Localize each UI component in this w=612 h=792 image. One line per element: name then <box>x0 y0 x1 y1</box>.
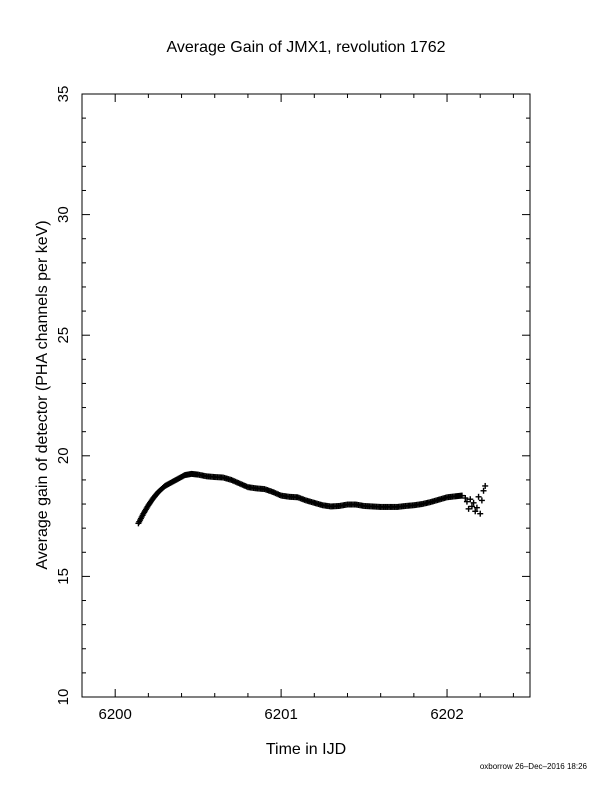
x-ticks: 6200 6201 6202 <box>98 706 463 723</box>
data-point <box>480 487 487 494</box>
data-point <box>153 490 160 497</box>
data-point <box>139 512 146 519</box>
y-tick-label: 20 <box>55 447 72 464</box>
data-point <box>226 476 233 483</box>
data-point <box>470 499 477 506</box>
data-point <box>482 482 489 489</box>
x-axis-label: Time in IJD <box>266 741 346 758</box>
data-point <box>468 503 475 510</box>
data-point <box>475 493 482 500</box>
footer-stamp: oxborrow 26–Dec–2016 18:26 <box>480 762 588 771</box>
data-point <box>434 497 441 504</box>
data-point <box>235 479 242 486</box>
x-tick-label: 6201 <box>264 706 297 723</box>
data-point <box>465 505 472 512</box>
data-point <box>467 496 474 503</box>
data-point <box>268 488 275 495</box>
y-tick-label: 35 <box>55 86 72 103</box>
data-point <box>472 508 479 515</box>
minor-ticks <box>81 93 530 698</box>
y-tick-label: 30 <box>55 206 72 223</box>
plot-frame <box>81 93 531 698</box>
data-point <box>148 497 155 504</box>
y-tick-label: 25 <box>55 327 72 344</box>
y-axis-label: Average gain of detector (PHA channels p… <box>34 220 51 569</box>
data-point <box>426 499 433 506</box>
data-points <box>135 470 489 527</box>
data-point <box>462 495 469 502</box>
y-ticks: 10 15 20 25 30 35 <box>55 86 72 706</box>
y-tick-label: 10 <box>55 689 72 706</box>
data-point <box>301 496 308 503</box>
data-point <box>473 504 480 511</box>
data-point <box>159 484 166 491</box>
y-tick-label: 15 <box>55 568 72 585</box>
data-point <box>477 510 484 517</box>
x-tick-label: 6200 <box>98 706 131 723</box>
data-point <box>463 498 470 505</box>
data-point <box>478 497 485 504</box>
x-tick-label: 6202 <box>430 706 463 723</box>
data-point <box>309 499 316 506</box>
data-point <box>457 492 464 499</box>
data-point <box>243 483 250 490</box>
chart-title: Average Gain of JMX1, revolution 1762 <box>167 39 446 56</box>
data-point <box>276 491 283 498</box>
